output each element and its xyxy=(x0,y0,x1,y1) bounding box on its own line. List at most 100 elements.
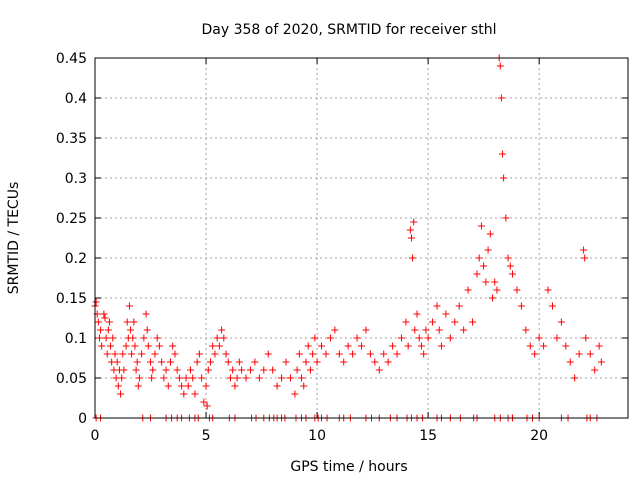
data-point xyxy=(580,246,588,254)
chart-title: Day 358 of 2020, SRMTID for receiver sth… xyxy=(202,22,497,38)
data-point xyxy=(109,334,117,342)
data-point xyxy=(344,342,352,350)
data-point xyxy=(100,310,108,318)
data-point xyxy=(120,366,128,374)
data-point xyxy=(204,366,212,374)
data-point xyxy=(135,374,143,382)
data-point xyxy=(273,382,281,390)
data-point xyxy=(358,342,365,350)
data-point xyxy=(464,286,472,294)
data-point xyxy=(198,374,206,382)
data-point xyxy=(123,318,131,326)
data-point xyxy=(380,350,388,358)
data-point xyxy=(313,358,321,366)
data-point xyxy=(371,358,379,366)
data-point xyxy=(206,358,214,366)
y-tick-label: 0.25 xyxy=(56,211,87,227)
data-point xyxy=(255,374,263,382)
data-point xyxy=(406,226,414,234)
data-point xyxy=(130,318,138,326)
data-point xyxy=(420,350,428,358)
data-point xyxy=(582,334,590,342)
data-point xyxy=(491,278,499,286)
data-point xyxy=(101,314,109,322)
data-point xyxy=(134,382,142,390)
data-point xyxy=(477,222,485,230)
data-point xyxy=(293,366,301,374)
data-point xyxy=(417,342,425,350)
data-point xyxy=(442,310,450,318)
data-point xyxy=(175,374,183,382)
y-tick-label: 0.1 xyxy=(65,331,87,347)
data-point xyxy=(295,350,303,358)
data-point xyxy=(269,366,277,374)
data-point xyxy=(132,366,140,374)
data-point xyxy=(509,270,517,278)
data-point xyxy=(211,350,219,358)
data-point xyxy=(167,358,175,366)
data-point xyxy=(200,398,208,406)
data-point xyxy=(581,254,589,262)
x-tick-label: 5 xyxy=(202,428,211,444)
data-point xyxy=(484,246,492,254)
data-point xyxy=(153,334,161,342)
data-point xyxy=(306,366,314,374)
data-point xyxy=(218,326,226,334)
data-point xyxy=(125,302,133,310)
data-point xyxy=(393,350,401,358)
y-tick-label: 0.4 xyxy=(65,91,87,107)
data-point xyxy=(362,326,370,334)
data-point xyxy=(222,350,230,358)
data-point xyxy=(118,374,126,382)
data-point xyxy=(184,382,192,390)
data-point xyxy=(375,366,383,374)
data-point xyxy=(340,358,348,366)
x-tick-label: 0 xyxy=(91,428,100,444)
data-point xyxy=(482,278,490,286)
data-point xyxy=(107,342,115,350)
plot-frame xyxy=(94,57,629,419)
data-point xyxy=(402,318,410,326)
data-point xyxy=(113,358,121,366)
data-point xyxy=(397,334,405,342)
data-point xyxy=(499,150,507,158)
data-point xyxy=(286,374,294,382)
data-point xyxy=(422,326,430,334)
data-point xyxy=(155,342,163,350)
data-point xyxy=(496,62,504,70)
data-point xyxy=(389,342,397,350)
data-point xyxy=(335,350,343,358)
data-point xyxy=(231,382,239,390)
data-point xyxy=(486,230,494,238)
data-point xyxy=(500,174,508,182)
data-point xyxy=(144,342,152,350)
data-point xyxy=(407,234,415,242)
data-point xyxy=(331,326,339,334)
data-point xyxy=(435,326,443,334)
data-point xyxy=(322,350,330,358)
y-tick-label: 0.3 xyxy=(65,171,87,187)
data-point xyxy=(531,350,539,358)
data-point xyxy=(117,390,125,398)
y-tick-label: 0.45 xyxy=(56,51,87,67)
data-point xyxy=(235,358,243,366)
data-point xyxy=(300,382,308,390)
data-point xyxy=(282,358,290,366)
data-point xyxy=(553,334,561,342)
data-point xyxy=(127,326,135,334)
data-point xyxy=(353,334,361,342)
data-point xyxy=(446,334,454,342)
y-tick-label: 0 xyxy=(78,411,87,427)
data-point xyxy=(366,350,374,358)
data-point xyxy=(413,310,421,318)
data-point xyxy=(460,326,468,334)
data-point xyxy=(409,254,417,262)
data-point xyxy=(251,358,259,366)
x-tick-label: 15 xyxy=(419,428,437,444)
x-axis-label: GPS time / hours xyxy=(290,459,407,475)
data-point xyxy=(562,342,570,350)
data-point xyxy=(95,334,103,342)
grid-lines xyxy=(95,58,628,418)
